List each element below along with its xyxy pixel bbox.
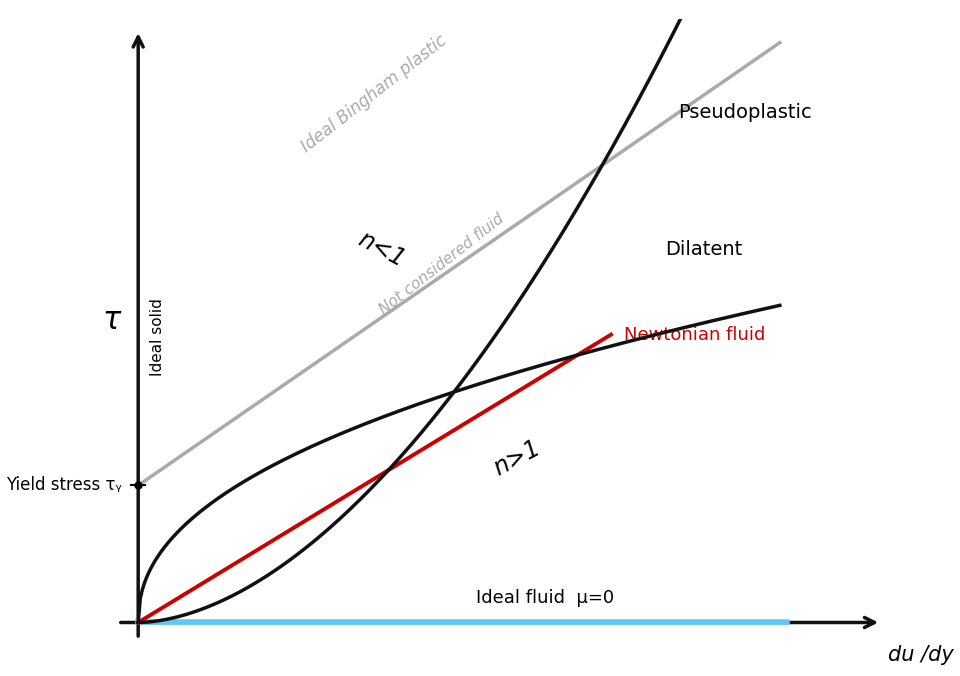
- Text: Pseudoplastic: Pseudoplastic: [679, 103, 812, 122]
- Text: Not considered fluid: Not considered fluid: [377, 212, 507, 318]
- Text: du /dy: du /dy: [888, 646, 953, 665]
- Text: n>1: n>1: [489, 436, 544, 480]
- Text: Ideal Bingham plastic: Ideal Bingham plastic: [299, 32, 451, 156]
- Text: Ideal fluid  μ=0: Ideal fluid μ=0: [476, 589, 614, 607]
- Text: τ: τ: [102, 306, 120, 335]
- Text: Newtonian fluid: Newtonian fluid: [624, 326, 766, 343]
- Text: Yield stress τᵧ: Yield stress τᵧ: [6, 477, 121, 494]
- Text: Ideal solid: Ideal solid: [151, 298, 165, 377]
- Text: n<1: n<1: [353, 227, 409, 272]
- Text: Dilatent: Dilatent: [665, 240, 742, 259]
